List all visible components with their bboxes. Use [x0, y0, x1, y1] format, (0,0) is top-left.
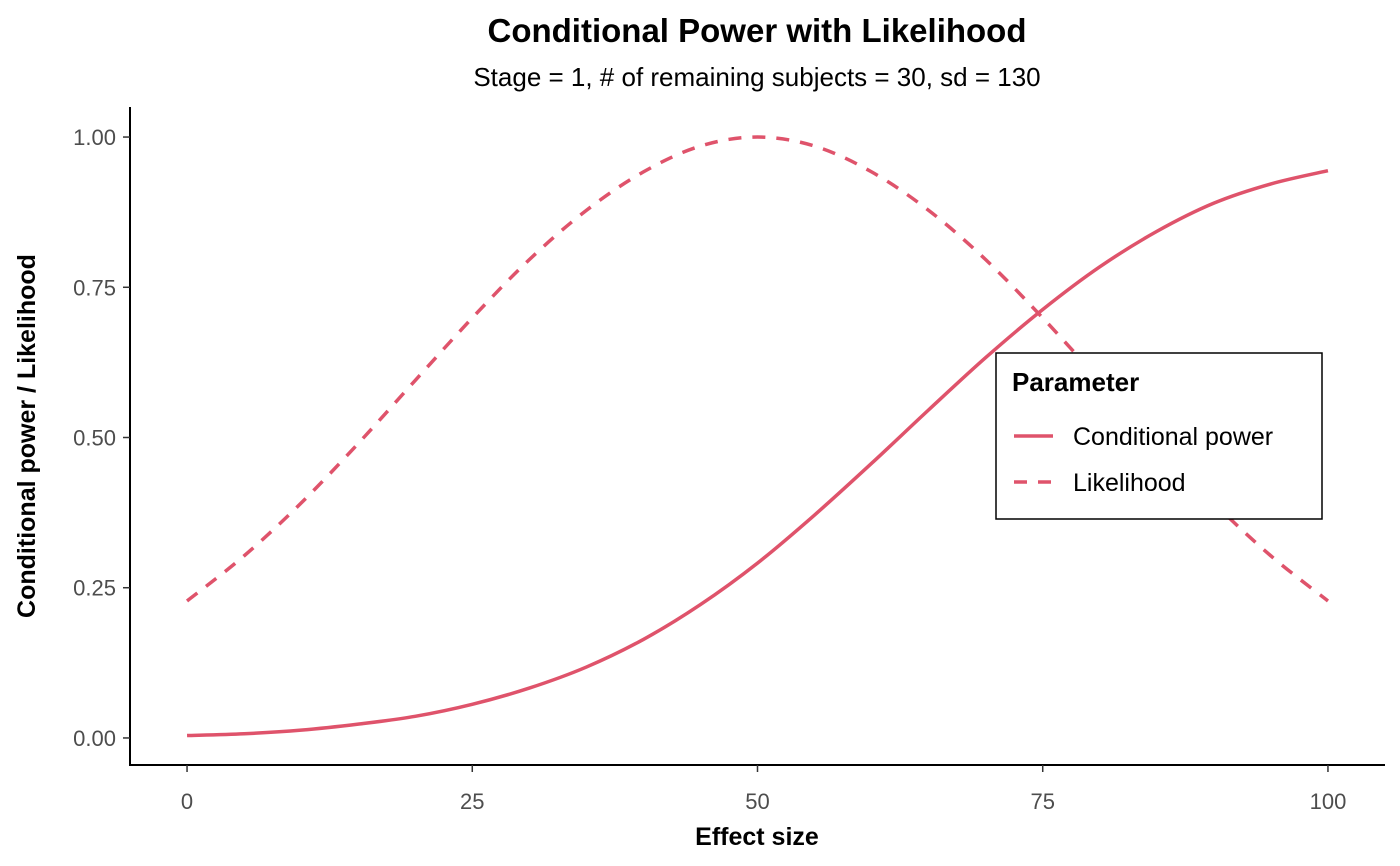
series-line-conditional-power [186, 168, 1329, 738]
y-tick-label: 0.00 [73, 726, 116, 751]
series-layer [185, 135, 1330, 738]
chart-title: Conditional Power with Likelihood [488, 12, 1027, 49]
x-ticks: 0 25 50 75 100 [181, 765, 1346, 814]
legend-label-likelihood: Likelihood [1073, 469, 1186, 497]
x-tick-label: 100 [1310, 789, 1347, 814]
x-tick-label: 50 [745, 789, 769, 814]
chart-subtitle: Stage = 1, # of remaining subjects = 30,… [473, 62, 1040, 92]
x-axis-title: Effect size [695, 823, 819, 851]
y-axis-title: Conditional power / Likelihood [13, 254, 41, 618]
y-tick-label: 0.75 [73, 275, 116, 300]
series-line-likelihood [185, 135, 1330, 603]
plot-area: 0.00 0.25 0.50 0.75 1.00 0 25 50 75 100 [73, 107, 1385, 814]
y-tick-label: 0.50 [73, 426, 116, 451]
x-tick-label: 0 [181, 789, 193, 814]
x-tick-label: 75 [1030, 789, 1054, 814]
legend: Parameter Conditional power Likelihood [995, 352, 1323, 520]
legend-label-conditional-power: Conditional power [1073, 423, 1273, 451]
legend-title: Parameter [1012, 367, 1139, 397]
x-tick-label: 25 [460, 789, 484, 814]
y-tick-label: 0.25 [73, 576, 116, 601]
y-tick-label: 1.00 [73, 125, 116, 150]
y-ticks: 0.00 0.25 0.50 0.75 1.00 [73, 125, 130, 751]
